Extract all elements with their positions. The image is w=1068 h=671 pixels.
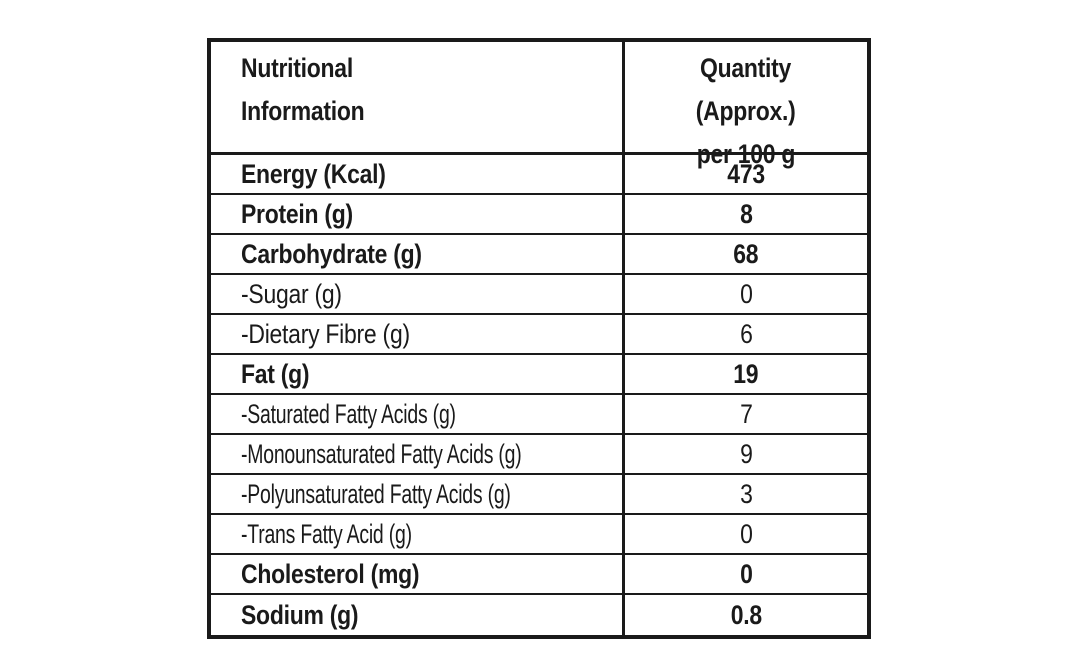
nutrient-label: -Dietary Fibre (g) [241,318,410,349]
nutrient-label: -Sugar (g) [241,278,342,309]
nutrient-label-cell: Sodium (g) [211,595,625,635]
nutrient-value-cell: 0 [625,275,867,313]
nutrition-table: Nutritional Information Quantity (Approx… [207,38,871,639]
table-header-row: Nutritional Information Quantity (Approx… [211,42,867,169]
header-nutritional-information-cell: Nutritional Information [211,42,625,152]
nutrient-label-cell: Carbohydrate (g) [211,235,625,273]
table-row-dietary-fibre: -Dietary Fibre (g) 6 [211,315,867,355]
nutrient-label: Energy (Kcal) [241,158,386,189]
nutrient-value: 473 [727,158,765,189]
nutrient-value: 6 [739,318,753,349]
nutrient-value: 68 [733,238,759,269]
nutrient-label: -Saturated Fatty Acids (g) [241,398,456,429]
nutrient-value-cell: 0 [625,515,867,553]
nutrient-label-cell: -Trans Fatty Acid (g) [211,515,625,553]
table-row-protein: Protein (g) 8 [211,195,867,235]
nutrient-value-cell: 19 [625,355,867,393]
nutrient-value: 8 [739,198,753,229]
table-row-cholesterol: Cholesterol (mg) 0 [211,555,867,595]
nutrient-label: Protein (g) [241,198,353,229]
nutrient-label-cell: -Sugar (g) [211,275,625,313]
nutrient-value: 0 [739,518,753,549]
header-quantity-cell: Quantity (Approx.) per 100 g [625,42,867,169]
nutrient-label-cell: -Saturated Fatty Acids (g) [211,395,625,433]
nutrient-value: 3 [739,478,753,509]
header-col2-line2: (Approx.) [696,96,796,126]
nutrient-value-cell: 0.8 [625,595,867,635]
nutrient-value-cell: 6 [625,315,867,353]
nutrient-value-cell: 8 [625,195,867,233]
nutrient-label-cell: -Monounsaturated Fatty Acids (g) [211,435,625,473]
nutrient-label: -Monounsaturated Fatty Acids (g) [241,438,522,469]
nutrient-label: Cholesterol (mg) [241,558,420,589]
table-row-fat: Fat (g) 19 [211,355,867,395]
nutrient-value: 0 [739,278,753,309]
nutrient-label-cell: Protein (g) [211,195,625,233]
table-row-saturated-fatty-acids: -Saturated Fatty Acids (g) 7 [211,395,867,435]
nutrient-label-cell: Energy (Kcal) [211,155,625,193]
header-col2-line3: per 100 g [696,139,796,169]
nutrient-label-cell: Fat (g) [211,355,625,393]
table-row-energy: Energy (Kcal) 473 [211,155,867,195]
nutrient-value-cell: 68 [625,235,867,273]
table-row-trans-fatty-acid: -Trans Fatty Acid (g) 0 [211,515,867,555]
table-row-monounsaturated-fatty-acids: -Monounsaturated Fatty Acids (g) 9 [211,435,867,475]
nutrient-label-cell: -Polyunsaturated Fatty Acids (g) [211,475,625,513]
nutrient-label: Sodium (g) [241,599,359,630]
table-row-sodium: Sodium (g) 0.8 [211,595,867,635]
nutrient-value: 0.8 [730,599,762,630]
nutrient-value-cell: 3 [625,475,867,513]
nutrient-value: 7 [739,398,753,429]
nutrient-value-cell: 7 [625,395,867,433]
nutrient-label: -Polyunsaturated Fatty Acids (g) [241,478,511,509]
nutrient-value-cell: 473 [625,155,867,193]
nutrient-value: 19 [733,358,759,389]
nutrient-value-cell: 0 [625,555,867,593]
nutrient-label: Fat (g) [241,358,310,389]
table-row-sugar: -Sugar (g) 0 [211,275,867,315]
header-col1-line2: Information [241,96,365,126]
header-col2-line1: Quantity [700,53,792,83]
nutrient-label: -Trans Fatty Acid (g) [241,518,412,549]
nutrient-label: Carbohydrate (g) [241,238,422,269]
nutrient-value-cell: 9 [625,435,867,473]
nutrient-value: 9 [739,438,753,469]
header-col1-line1: Nutritional [241,53,353,83]
nutrient-label-cell: Cholesterol (mg) [211,555,625,593]
table-row-carbohydrate: Carbohydrate (g) 68 [211,235,867,275]
table-row-polyunsaturated-fatty-acids: -Polyunsaturated Fatty Acids (g) 3 [211,475,867,515]
nutrient-label-cell: -Dietary Fibre (g) [211,315,625,353]
nutrient-value: 0 [739,558,753,589]
